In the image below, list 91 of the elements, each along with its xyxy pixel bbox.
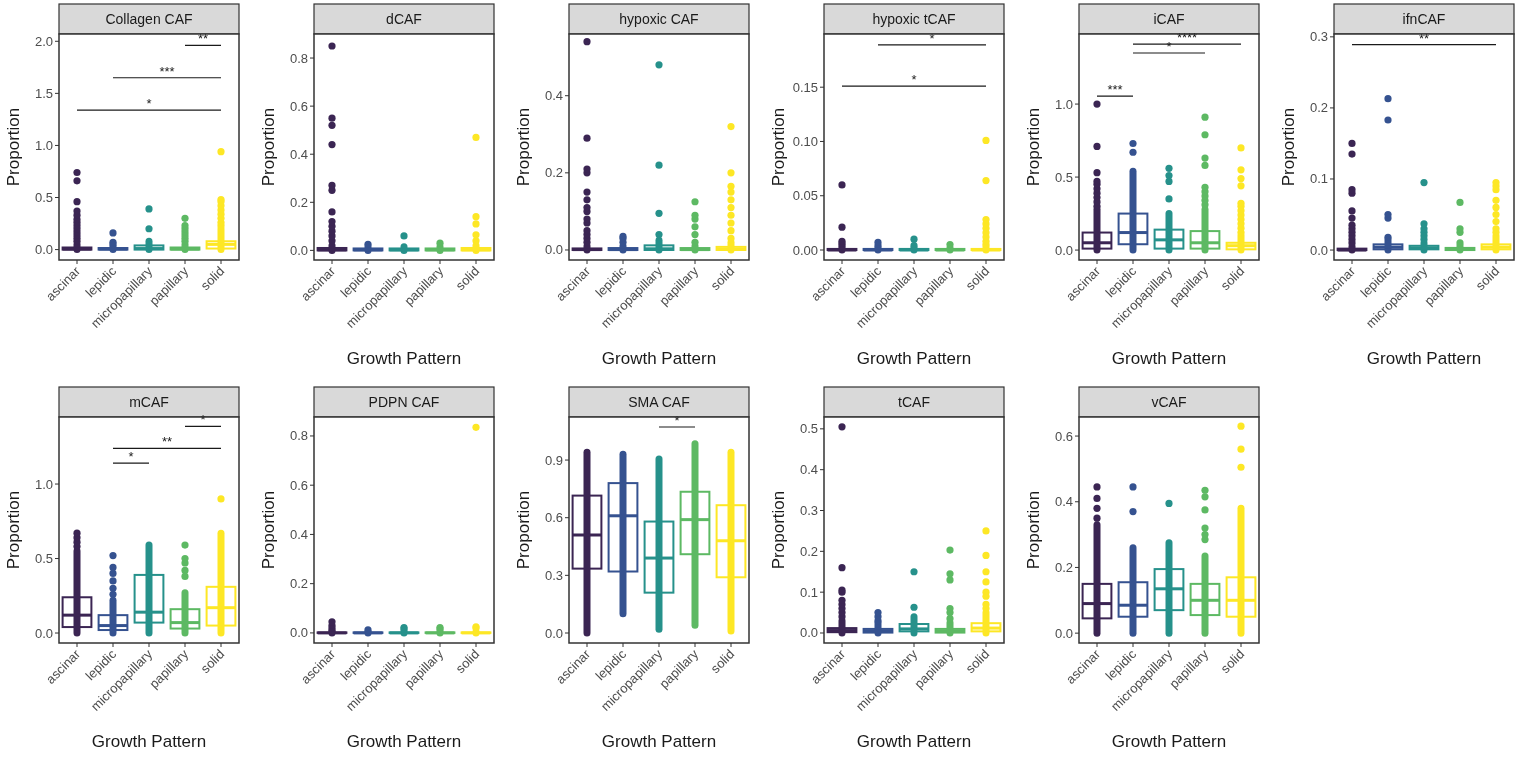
y-axis-title: Proportion	[769, 107, 788, 187]
annotation: *	[146, 96, 152, 112]
x-axis-title: Growth Pattern	[601, 349, 717, 368]
y-tick-label: 0.3	[544, 567, 563, 583]
chart-title: PDPN CAF	[368, 394, 440, 410]
y-tick-label: 0.5	[1054, 169, 1073, 185]
annotation: ***	[1107, 82, 1123, 98]
annotation: *	[1166, 38, 1172, 54]
y-axis-title: Proportion	[514, 107, 533, 187]
y-axis-title: Proportion	[259, 490, 278, 570]
x-axis-title: Growth Pattern	[1111, 349, 1227, 368]
y-tick-label: 0.0	[1309, 242, 1328, 258]
y-tick-label: 0.2	[544, 165, 563, 181]
y-tick-label: 0.05	[792, 188, 818, 204]
y-tick-label: 1.5	[34, 85, 53, 101]
y-tick-label: 0.6	[289, 98, 308, 114]
y-tick-label: 0.5	[34, 190, 53, 206]
y-tick-label: 0.8	[289, 50, 308, 66]
x-axis-title: Growth Pattern	[1366, 349, 1482, 368]
y-tick-label: 0.10	[792, 133, 818, 149]
y-tick-label: 0.0	[34, 242, 53, 258]
y-axis-title: Proportion	[1024, 490, 1043, 570]
y-tick-label: 0.3	[1309, 29, 1328, 45]
annotation: **	[161, 434, 173, 450]
y-axis-title: Proportion	[1279, 107, 1298, 187]
annotation: *	[674, 412, 680, 428]
annotation: **	[197, 31, 209, 47]
x-axis-title: Growth Pattern	[346, 732, 462, 751]
x-axis-title: Growth Pattern	[346, 349, 462, 368]
y-tick-label: 0.9	[544, 452, 563, 468]
y-tick-label: 0.2	[289, 194, 308, 210]
y-tick-label: 1.0	[34, 137, 53, 153]
chart-title: hypoxic CAF	[619, 11, 699, 27]
annotation: *	[929, 30, 935, 46]
y-tick-label: 0.2	[1054, 559, 1073, 575]
chart-title: hypoxic tCAF	[872, 11, 956, 27]
y-tick-label: 0.0	[1054, 242, 1073, 258]
y-tick-label: 0.2	[1309, 100, 1328, 116]
y-axis-title: Proportion	[259, 107, 278, 187]
x-axis-title: Growth Pattern	[856, 349, 972, 368]
annotation: *	[911, 72, 917, 88]
chart-title: tCAF	[898, 394, 930, 410]
annotation: ***	[159, 63, 175, 79]
y-tick-label: 0.15	[792, 79, 818, 95]
y-tick-label: 0.0	[544, 242, 563, 258]
y-tick-label: 0.4	[289, 146, 308, 162]
y-tick-label: 0.4	[289, 526, 308, 542]
y-tick-label: 0.0	[289, 625, 308, 641]
x-axis-title: Growth Pattern	[856, 732, 972, 751]
y-tick-label: 0.6	[544, 510, 563, 526]
y-tick-label: 0.0	[799, 625, 818, 641]
y-tick-label: 0.2	[799, 543, 818, 559]
y-tick-label: 0.0	[289, 242, 308, 258]
y-tick-label: 0.2	[289, 576, 308, 592]
x-axis-title: Growth Pattern	[601, 732, 717, 751]
y-tick-label: 0.4	[799, 462, 818, 478]
y-tick-label: 0.1	[1309, 171, 1328, 187]
y-axis-title: Proportion	[4, 490, 23, 570]
chart-title: iCAF	[1153, 11, 1185, 27]
y-tick-label: 0.0	[34, 625, 53, 641]
x-axis-title: Growth Pattern	[1111, 732, 1227, 751]
y-tick-label: 0.1	[799, 584, 818, 600]
annotation: ****	[1176, 30, 1198, 46]
y-tick-label: 1.0	[1054, 96, 1073, 112]
y-tick-label: 0.0	[1054, 625, 1073, 641]
y-tick-label: 0.8	[289, 428, 308, 444]
y-tick-label: 0.00	[792, 242, 818, 258]
y-tick-label: 0.3	[799, 503, 818, 518]
chart-title: ifnCAF	[1402, 11, 1446, 27]
y-tick-label: 0.5	[34, 551, 53, 567]
y-axis-title: Proportion	[514, 490, 533, 570]
x-axis-title: Growth Pattern	[91, 732, 207, 751]
y-tick-label: 0.4	[544, 88, 563, 104]
y-tick-label: 0.5	[799, 421, 818, 437]
chart-title: dCAF	[386, 11, 422, 27]
y-axis-title: Proportion	[4, 107, 23, 187]
annotation: **	[1418, 30, 1430, 46]
chart-title: SMA CAF	[628, 394, 690, 410]
annotation: *	[200, 412, 206, 428]
y-tick-label: 1.0	[34, 476, 53, 492]
chart-title: vCAF	[1151, 394, 1187, 410]
y-tick-label: 0.6	[1054, 428, 1073, 444]
chart-title: Collagen CAF	[105, 11, 193, 27]
y-tick-label: 0.4	[1054, 494, 1073, 510]
y-axis-title: Proportion	[769, 490, 788, 570]
y-tick-label: 0.0	[544, 625, 563, 641]
chart-title: mCAF	[129, 394, 169, 410]
y-axis-title: Proportion	[1024, 107, 1043, 187]
y-tick-label: 2.0	[34, 33, 53, 49]
y-tick-label: 0.6	[289, 477, 308, 493]
annotation: *	[128, 449, 134, 465]
